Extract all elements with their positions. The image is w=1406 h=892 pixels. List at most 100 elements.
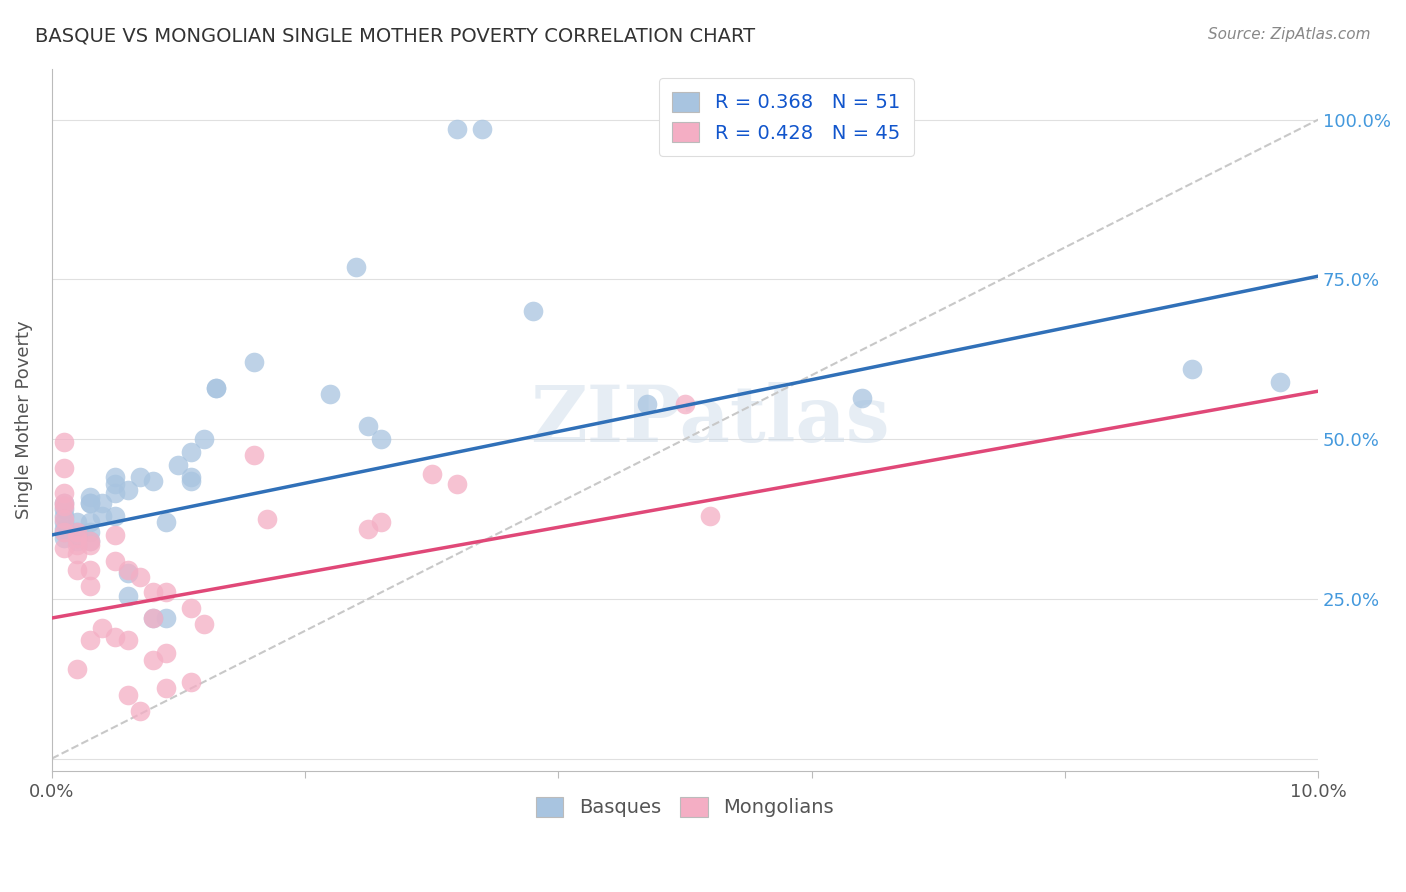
Point: [142, 652, 165, 666]
Point: [129, 704, 152, 718]
Point: [673, 397, 696, 411]
Point: [117, 633, 139, 648]
Point: [1268, 375, 1291, 389]
Legend: Basques, Mongolians: Basques, Mongolians: [529, 789, 842, 825]
Point: [91, 496, 114, 510]
Point: [155, 611, 177, 625]
Point: [53, 512, 76, 526]
Point: [66, 528, 89, 542]
Point: [66, 524, 89, 539]
Point: [104, 486, 127, 500]
Point: [256, 512, 278, 526]
Point: [357, 522, 380, 536]
Point: [129, 569, 152, 583]
Point: [53, 515, 76, 529]
Point: [53, 524, 76, 539]
Point: [66, 531, 89, 545]
Point: [53, 502, 76, 516]
Point: [471, 122, 494, 136]
Point: [180, 474, 202, 488]
Point: [370, 432, 392, 446]
Point: [66, 534, 89, 549]
Point: [53, 486, 76, 500]
Point: [193, 432, 215, 446]
Point: [420, 467, 443, 482]
Point: [104, 470, 127, 484]
Point: [53, 496, 76, 510]
Point: [53, 508, 76, 523]
Text: BASQUE VS MONGOLIAN SINGLE MOTHER POVERTY CORRELATION CHART: BASQUE VS MONGOLIAN SINGLE MOTHER POVERT…: [35, 27, 755, 45]
Point: [53, 541, 76, 555]
Point: [243, 448, 266, 462]
Point: [53, 531, 76, 545]
Point: [104, 508, 127, 523]
Point: [205, 381, 228, 395]
Point: [79, 579, 101, 593]
Point: [104, 553, 127, 567]
Point: [117, 483, 139, 498]
Point: [66, 547, 89, 561]
Point: [167, 458, 190, 472]
Point: [66, 531, 89, 545]
Point: [522, 304, 544, 318]
Point: [53, 522, 76, 536]
Point: [117, 688, 139, 702]
Point: [129, 470, 152, 484]
Y-axis label: Single Mother Poverty: Single Mother Poverty: [15, 320, 32, 519]
Point: [79, 524, 101, 539]
Point: [79, 534, 101, 549]
Point: [79, 563, 101, 577]
Point: [446, 476, 468, 491]
Point: [66, 524, 89, 539]
Point: [66, 563, 89, 577]
Point: [357, 419, 380, 434]
Point: [79, 515, 101, 529]
Text: ZIPatlas: ZIPatlas: [530, 382, 890, 458]
Point: [91, 508, 114, 523]
Point: [53, 496, 76, 510]
Point: [79, 534, 101, 549]
Point: [53, 435, 76, 450]
Point: [79, 496, 101, 510]
Point: [243, 355, 266, 369]
Point: [117, 563, 139, 577]
Point: [142, 585, 165, 599]
Point: [205, 381, 228, 395]
Point: [117, 589, 139, 603]
Point: [53, 500, 76, 514]
Point: [142, 611, 165, 625]
Point: [91, 621, 114, 635]
Point: [344, 260, 367, 274]
Point: [53, 524, 76, 539]
Point: [66, 662, 89, 676]
Point: [79, 633, 101, 648]
Point: [79, 537, 101, 551]
Point: [155, 681, 177, 696]
Point: [104, 528, 127, 542]
Point: [155, 515, 177, 529]
Point: [155, 585, 177, 599]
Point: [699, 508, 721, 523]
Point: [66, 537, 89, 551]
Point: [104, 476, 127, 491]
Point: [117, 566, 139, 581]
Point: [155, 646, 177, 660]
Point: [319, 387, 342, 401]
Point: [79, 490, 101, 504]
Point: [142, 474, 165, 488]
Point: [1180, 361, 1202, 376]
Point: [66, 515, 89, 529]
Point: [180, 445, 202, 459]
Point: [446, 122, 468, 136]
Point: [193, 617, 215, 632]
Point: [180, 601, 202, 615]
Point: [79, 496, 101, 510]
Point: [180, 674, 202, 689]
Text: Source: ZipAtlas.com: Source: ZipAtlas.com: [1208, 27, 1371, 42]
Point: [142, 611, 165, 625]
Point: [851, 391, 873, 405]
Point: [180, 470, 202, 484]
Point: [104, 630, 127, 644]
Point: [370, 515, 392, 529]
Point: [53, 461, 76, 475]
